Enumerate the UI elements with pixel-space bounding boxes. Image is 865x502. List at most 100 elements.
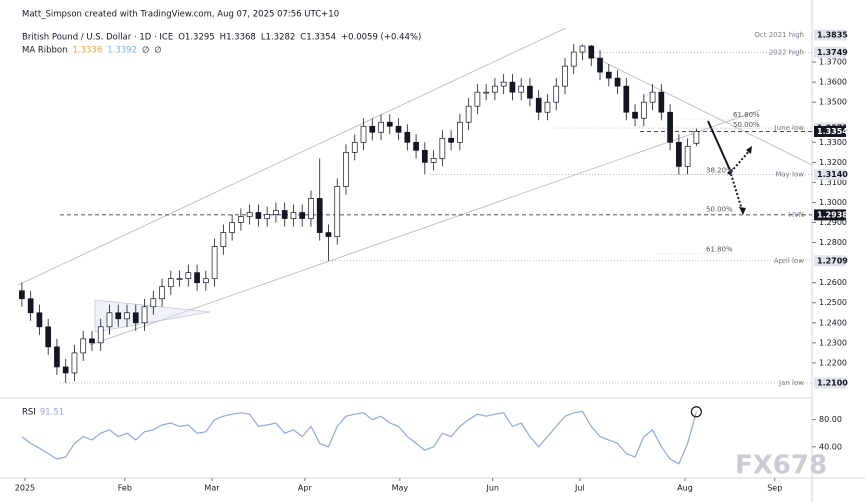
- level-box: [814, 125, 846, 137]
- level-box: [814, 168, 846, 180]
- candle-body: [518, 85, 525, 93]
- candle-body: [535, 97, 542, 113]
- y-tick-label: 1.2600: [819, 278, 847, 287]
- candle-body: [80, 338, 87, 354]
- level-label: 1.2709: [817, 256, 848, 265]
- candle-body: [334, 186, 341, 237]
- candle-body: [299, 212, 306, 219]
- legend-change: +0.0059 (+0.44%): [341, 33, 421, 43]
- candle-body: [36, 312, 43, 328]
- legend-close: C1.3354: [300, 33, 336, 43]
- indicator-value: ∅: [154, 46, 161, 56]
- candle-body: [465, 105, 472, 123]
- candle-body: [448, 137, 454, 143]
- level-label: 1.2100: [817, 378, 848, 387]
- indicator-value: 1.3392: [107, 46, 137, 56]
- level-note: Jan low: [778, 379, 804, 387]
- candle-body: [185, 272, 192, 280]
- candle-body: [649, 91, 656, 103]
- indicator-value: ∅: [142, 46, 149, 56]
- level-label: 1.3835: [817, 31, 848, 40]
- legend-low: L1.3282: [261, 33, 295, 43]
- candle-body: [439, 137, 446, 159]
- y-tick-label: 40.00: [819, 442, 842, 451]
- candle-body: [54, 346, 60, 368]
- y-tick-label: 1.2800: [819, 238, 847, 247]
- x-tick-label: Apr: [298, 484, 313, 493]
- arrow-head: [739, 207, 746, 215]
- candle-body: [413, 141, 419, 151]
- candle-body: [544, 101, 551, 113]
- x-tick-label: Feb: [118, 484, 132, 493]
- y-tick-label: 1.3300: [819, 138, 847, 147]
- y-tick-label: 1.3600: [819, 78, 847, 87]
- level-box: [814, 29, 846, 41]
- candle-body: [238, 216, 244, 223]
- candle-body: [246, 212, 253, 217]
- x-tick-label: 2025: [15, 484, 35, 493]
- candle-body: [509, 81, 516, 93]
- level-box: [814, 209, 846, 221]
- candle-body: [150, 298, 157, 308]
- y-tick-label: 1.3700: [819, 58, 847, 67]
- candle-body: [579, 45, 586, 53]
- y-tick-label: 1.2500: [819, 298, 847, 307]
- candle-body: [527, 85, 533, 99]
- candle-body: [308, 198, 314, 219]
- candle-body: [115, 312, 122, 320]
- level-box: [814, 255, 846, 267]
- candle-body: [640, 101, 647, 119]
- candle-body: [395, 125, 402, 133]
- candle-body: [176, 278, 183, 281]
- y-tick-label: 1.2900: [819, 218, 847, 227]
- candle-body: [220, 232, 227, 247]
- candle-body: [632, 111, 638, 119]
- candle-body: [281, 210, 288, 219]
- level-label: 1.2938: [817, 210, 848, 219]
- x-tick-label: Jun: [485, 484, 499, 493]
- candle-body: [562, 65, 568, 87]
- y-tick-label: 1.3000: [819, 198, 847, 207]
- candle-body: [378, 121, 384, 133]
- y-tick-label: 1.2400: [819, 318, 847, 327]
- rsi-title: RSI: [22, 408, 36, 418]
- x-tick-label: Aug: [677, 484, 693, 493]
- candle-body: [430, 158, 437, 163]
- y-tick-label: 80.00: [819, 415, 842, 424]
- fib-label: 50.00%: [706, 206, 733, 214]
- candle-body: [351, 141, 358, 153]
- indicator-value: 1.3336: [73, 46, 103, 56]
- candle-body: [597, 57, 603, 73]
- legend-open: O1.3295: [178, 33, 214, 43]
- candle-body: [421, 149, 428, 163]
- candle-body: [658, 91, 665, 113]
- candle-body: [62, 366, 69, 374]
- trendline: [589, 54, 813, 166]
- fib-label: 38.20%: [706, 166, 733, 174]
- level-label: 1.3140: [817, 170, 848, 179]
- candle-body: [211, 246, 218, 280]
- candle-body: [386, 121, 393, 127]
- candle-body: [570, 51, 577, 67]
- candle-body: [693, 131, 700, 144]
- credit: Matt_Simpson created with TradingView.co…: [22, 10, 339, 20]
- candle-body: [457, 121, 463, 143]
- level-label: 1.3354: [817, 127, 848, 136]
- candle-body: [684, 145, 691, 167]
- indicator-name: MA Ribbon: [22, 46, 68, 56]
- candle-body: [194, 272, 200, 284]
- level-note: HVN: [789, 211, 804, 219]
- y-tick-label: 1.3500: [819, 98, 847, 107]
- candle-body: [106, 312, 113, 328]
- candle-body: [667, 111, 673, 143]
- rsi-value: 91.51: [40, 408, 64, 418]
- candle-body: [605, 71, 612, 79]
- candle-body: [614, 77, 621, 87]
- candle-body: [202, 278, 209, 284]
- candle-body: [124, 312, 130, 320]
- watermark: FX678: [735, 451, 827, 481]
- level-box: [814, 377, 846, 389]
- candle-body: [588, 45, 595, 59]
- candle-body: [167, 278, 174, 288]
